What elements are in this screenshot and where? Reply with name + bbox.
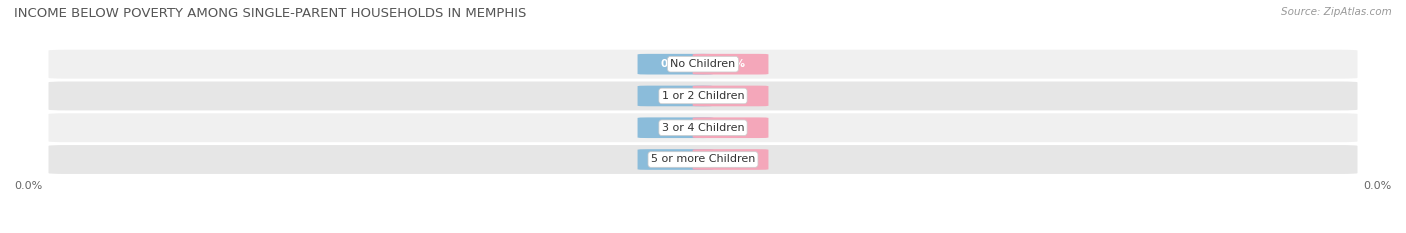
Text: 0.0%: 0.0%	[1364, 181, 1392, 191]
FancyBboxPatch shape	[693, 54, 769, 75]
FancyBboxPatch shape	[693, 149, 769, 170]
Text: 0.0%: 0.0%	[661, 123, 690, 133]
Text: 0.0%: 0.0%	[716, 91, 745, 101]
FancyBboxPatch shape	[637, 117, 713, 138]
FancyBboxPatch shape	[637, 54, 713, 75]
Text: 0.0%: 0.0%	[661, 59, 690, 69]
FancyBboxPatch shape	[48, 145, 1358, 174]
FancyBboxPatch shape	[693, 86, 769, 106]
Text: 0.0%: 0.0%	[661, 154, 690, 164]
Legend: Single Father, Single Mother: Single Father, Single Mother	[598, 230, 808, 233]
FancyBboxPatch shape	[48, 50, 1358, 79]
Text: 1 or 2 Children: 1 or 2 Children	[662, 91, 744, 101]
Text: INCOME BELOW POVERTY AMONG SINGLE-PARENT HOUSEHOLDS IN MEMPHIS: INCOME BELOW POVERTY AMONG SINGLE-PARENT…	[14, 7, 526, 20]
Text: No Children: No Children	[671, 59, 735, 69]
Text: Source: ZipAtlas.com: Source: ZipAtlas.com	[1281, 7, 1392, 17]
Text: 0.0%: 0.0%	[716, 59, 745, 69]
FancyBboxPatch shape	[48, 82, 1358, 110]
Text: 0.0%: 0.0%	[14, 181, 42, 191]
Text: 3 or 4 Children: 3 or 4 Children	[662, 123, 744, 133]
Text: 0.0%: 0.0%	[716, 154, 745, 164]
FancyBboxPatch shape	[48, 113, 1358, 142]
FancyBboxPatch shape	[637, 86, 713, 106]
FancyBboxPatch shape	[693, 117, 769, 138]
Text: 5 or more Children: 5 or more Children	[651, 154, 755, 164]
Text: 0.0%: 0.0%	[661, 91, 690, 101]
Text: 0.0%: 0.0%	[716, 123, 745, 133]
FancyBboxPatch shape	[637, 149, 713, 170]
